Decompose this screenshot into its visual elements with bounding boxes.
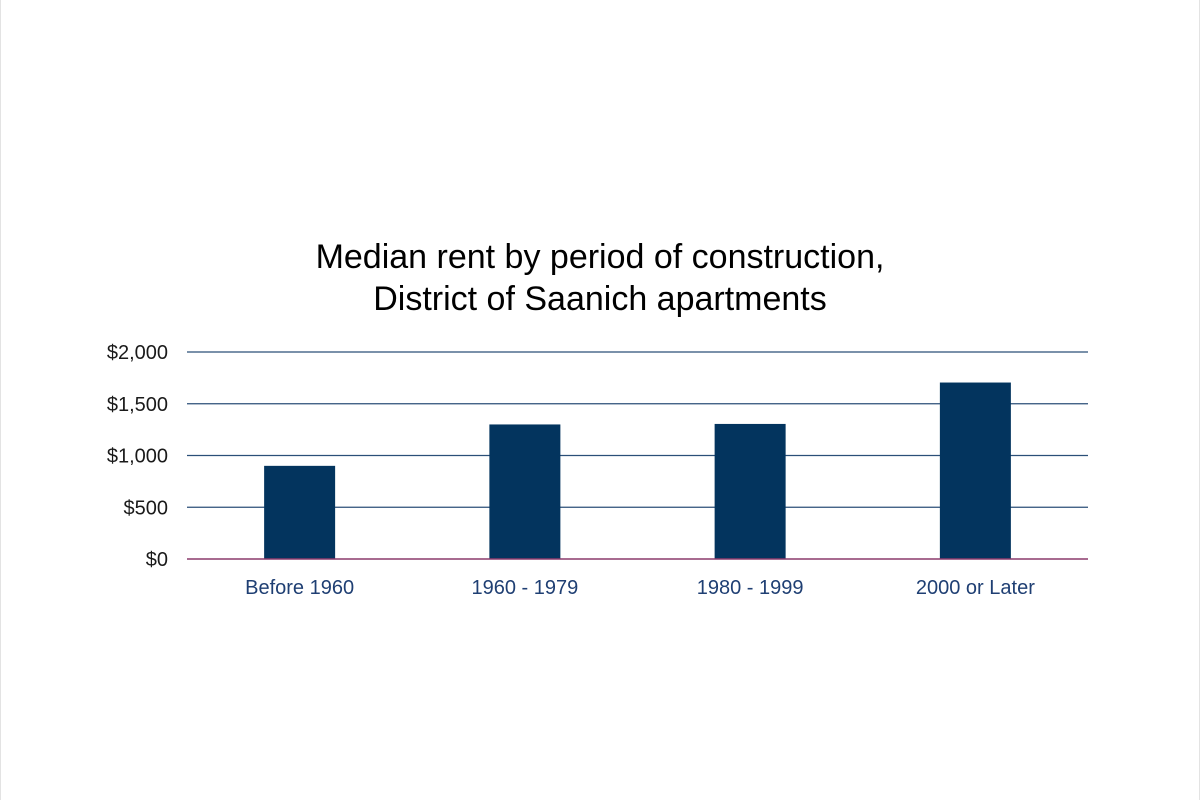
y-tick-label-3: $1,500 <box>107 394 168 416</box>
x-tick-label-3: 2000 or Later <box>916 577 1035 599</box>
y-tick-label-0: $0 <box>146 549 168 571</box>
chart-title: Median rent by period of construction, D… <box>0 236 1200 320</box>
bar-3 <box>939 382 1011 559</box>
bar-1 <box>489 424 561 559</box>
chart-title-line-2: District of Saanich apartments <box>373 280 827 318</box>
y-tick-label-2: $1,000 <box>107 446 168 468</box>
frame-left-border <box>0 0 1 800</box>
x-tick-label-2: 1980 - 1999 <box>697 577 804 599</box>
y-tick-label-1: $500 <box>124 497 169 519</box>
x-tick-label-1: 1960 - 1979 <box>471 577 578 599</box>
y-tick-label-4: $2,000 <box>107 342 168 364</box>
bar-2 <box>714 423 786 559</box>
bar-0 <box>264 465 336 559</box>
chart-title-line-1: Median rent by period of construction, <box>315 238 885 276</box>
x-tick-label-0: Before 1960 <box>245 577 354 599</box>
